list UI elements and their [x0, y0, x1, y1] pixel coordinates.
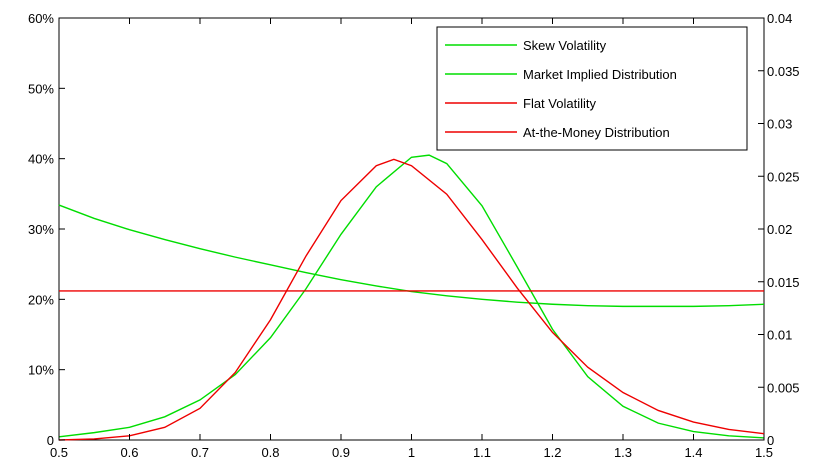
series-line-4 [58, 158, 765, 441]
x-tick-label: 1.3 [614, 445, 632, 460]
x-tick-label: 1.2 [543, 445, 561, 460]
legend-label: At-the-Money Distribution [523, 125, 670, 140]
y-tick-label: 10% [28, 363, 54, 378]
y-tick-label: 60% [28, 11, 54, 26]
y2-tick-label: 0.025 [767, 169, 800, 184]
y-tick-label: 0 [47, 433, 54, 448]
series-line-2 [58, 154, 765, 439]
legend-label: Market Implied Distribution [523, 67, 677, 82]
y2-tick-label: 0.02 [767, 222, 792, 237]
x-tick-label: 1.4 [684, 445, 702, 460]
y-tick-label: 40% [28, 152, 54, 167]
y-tick-label: 50% [28, 81, 54, 96]
x-tick-label: 1 [408, 445, 415, 460]
series-layer [58, 154, 765, 441]
x-tick-label: 0.9 [332, 445, 350, 460]
legend-label: Skew Volatility [523, 38, 607, 53]
x-tick-label: 0.5 [50, 445, 68, 460]
legend-label: Flat Volatility [523, 96, 596, 111]
x-tick-label: 0.8 [261, 445, 279, 460]
legend: Skew Volatility Market Implied Distributi… [436, 26, 748, 151]
y-tick-label: 30% [28, 222, 54, 237]
y2-tick-label: 0.03 [767, 117, 792, 132]
y-axis-left: 0 10% 20% 30% 40% 50% 60% [28, 11, 65, 448]
y2-tick-label: 0.015 [767, 275, 800, 290]
x-tick-label: 1.5 [755, 445, 773, 460]
y2-tick-label: 0.01 [767, 328, 792, 343]
x-tick-label: 0.6 [120, 445, 138, 460]
legend-box [436, 26, 748, 151]
y2-tick-label: 0 [767, 433, 774, 448]
x-axis: 0.5 0.6 0.7 0.8 0.9 1 1.1 1.2 1.3 1.4 1.5 [50, 18, 773, 460]
y-axis-right: 0 0.005 0.01 0.015 0.02 0.025 0.03 0.035 0.04 [758, 11, 800, 448]
x-tick-label: 1.1 [473, 445, 491, 460]
x-tick-label: 0.7 [191, 445, 209, 460]
y2-tick-label: 0.035 [767, 64, 800, 79]
y2-tick-label: 0.005 [767, 380, 800, 395]
y2-tick-label: 0.04 [767, 11, 792, 26]
series-line-1 [58, 204, 765, 308]
y-tick-label: 20% [28, 292, 54, 307]
